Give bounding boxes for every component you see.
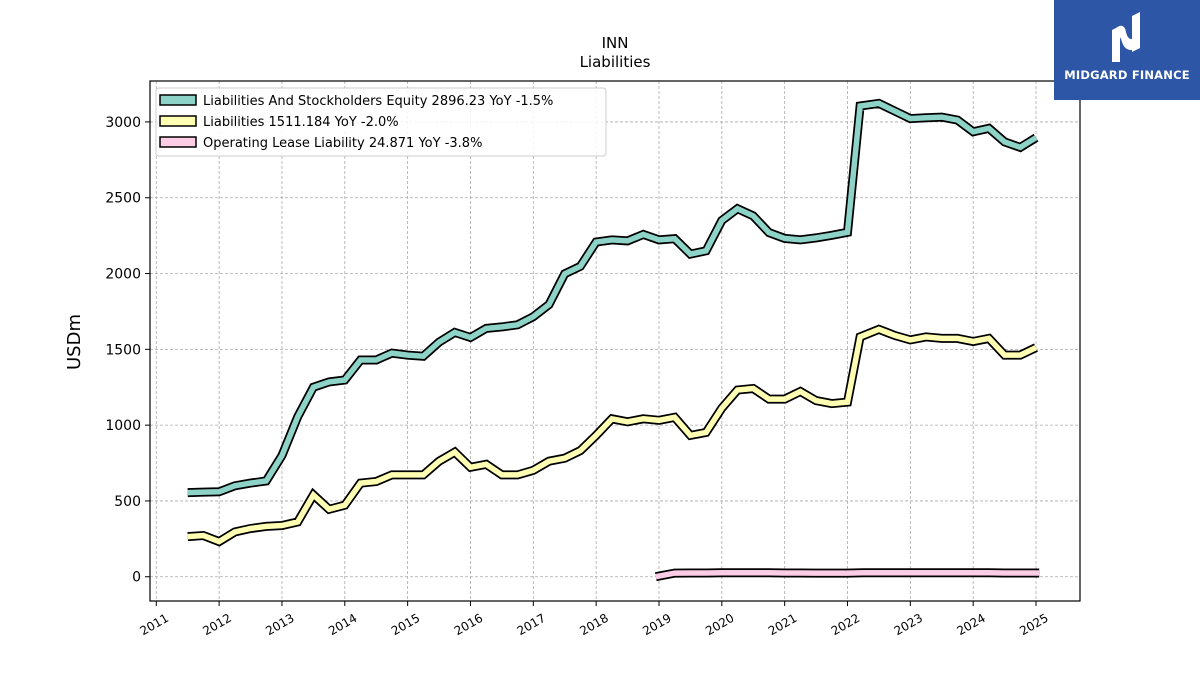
brand-logo-mark-icon	[1112, 12, 1140, 62]
y-tick-label: 500	[114, 494, 141, 510]
x-tick-label: 2011	[138, 611, 171, 638]
series-line-outline-2	[187, 324, 1038, 547]
series-line-3	[655, 569, 1040, 580]
x-tick-label: 2025	[1017, 611, 1050, 638]
x-tick-label: 2019	[640, 611, 673, 638]
plot-frame	[149, 80, 1081, 602]
series-line-2	[187, 326, 1038, 545]
x-tick-label: 2023	[892, 611, 925, 638]
chart-title: INN	[602, 34, 629, 52]
x-tick-label: 2016	[452, 611, 485, 638]
x-tick-label: 2018	[577, 611, 610, 638]
x-tick-label: 2022	[829, 611, 862, 638]
x-tick-label: 2015	[389, 611, 422, 638]
y-tick-label: 1000	[105, 418, 141, 434]
x-tick-label: 2021	[766, 611, 799, 638]
x-tick-label: 2013	[263, 611, 296, 638]
y-tick-label: 1500	[105, 342, 141, 358]
y-tick-label: 2500	[105, 191, 141, 207]
legend-label: Operating Lease Liability 24.871 YoY -3.…	[203, 136, 482, 151]
legend-label: Liabilities And Stockholders Equity 2896…	[203, 94, 553, 109]
legend-box	[155, 87, 607, 157]
brand-logo: MIDGARD FINANCE	[1054, 0, 1200, 100]
legend-swatch	[159, 115, 197, 127]
x-tick-label: 2012	[200, 611, 233, 638]
y-tick-label: 0	[132, 570, 141, 586]
y-tick-label: 2000	[105, 267, 141, 283]
legend: Liabilities And Stockholders Equity 2896…	[155, 87, 607, 157]
x-tick-label: 2014	[326, 611, 359, 638]
brand-logo-text: MIDGARD FINANCE	[1064, 68, 1190, 82]
legend-label: Liabilities 1511.184 YoY -2.0%	[203, 115, 399, 130]
y-tick-label: 3000	[105, 115, 141, 131]
y-axis-label: USDm	[64, 314, 85, 370]
legend-swatch	[159, 136, 197, 148]
x-tick-label: 2020	[703, 611, 736, 638]
x-tick-label: 2024	[954, 611, 987, 638]
series-line-1	[187, 100, 1038, 496]
x-tick-label: 2017	[515, 611, 548, 638]
chart-subtitle: Liabilities	[580, 53, 651, 71]
legend-swatch	[159, 94, 197, 106]
series-line-outline-1	[187, 98, 1039, 498]
